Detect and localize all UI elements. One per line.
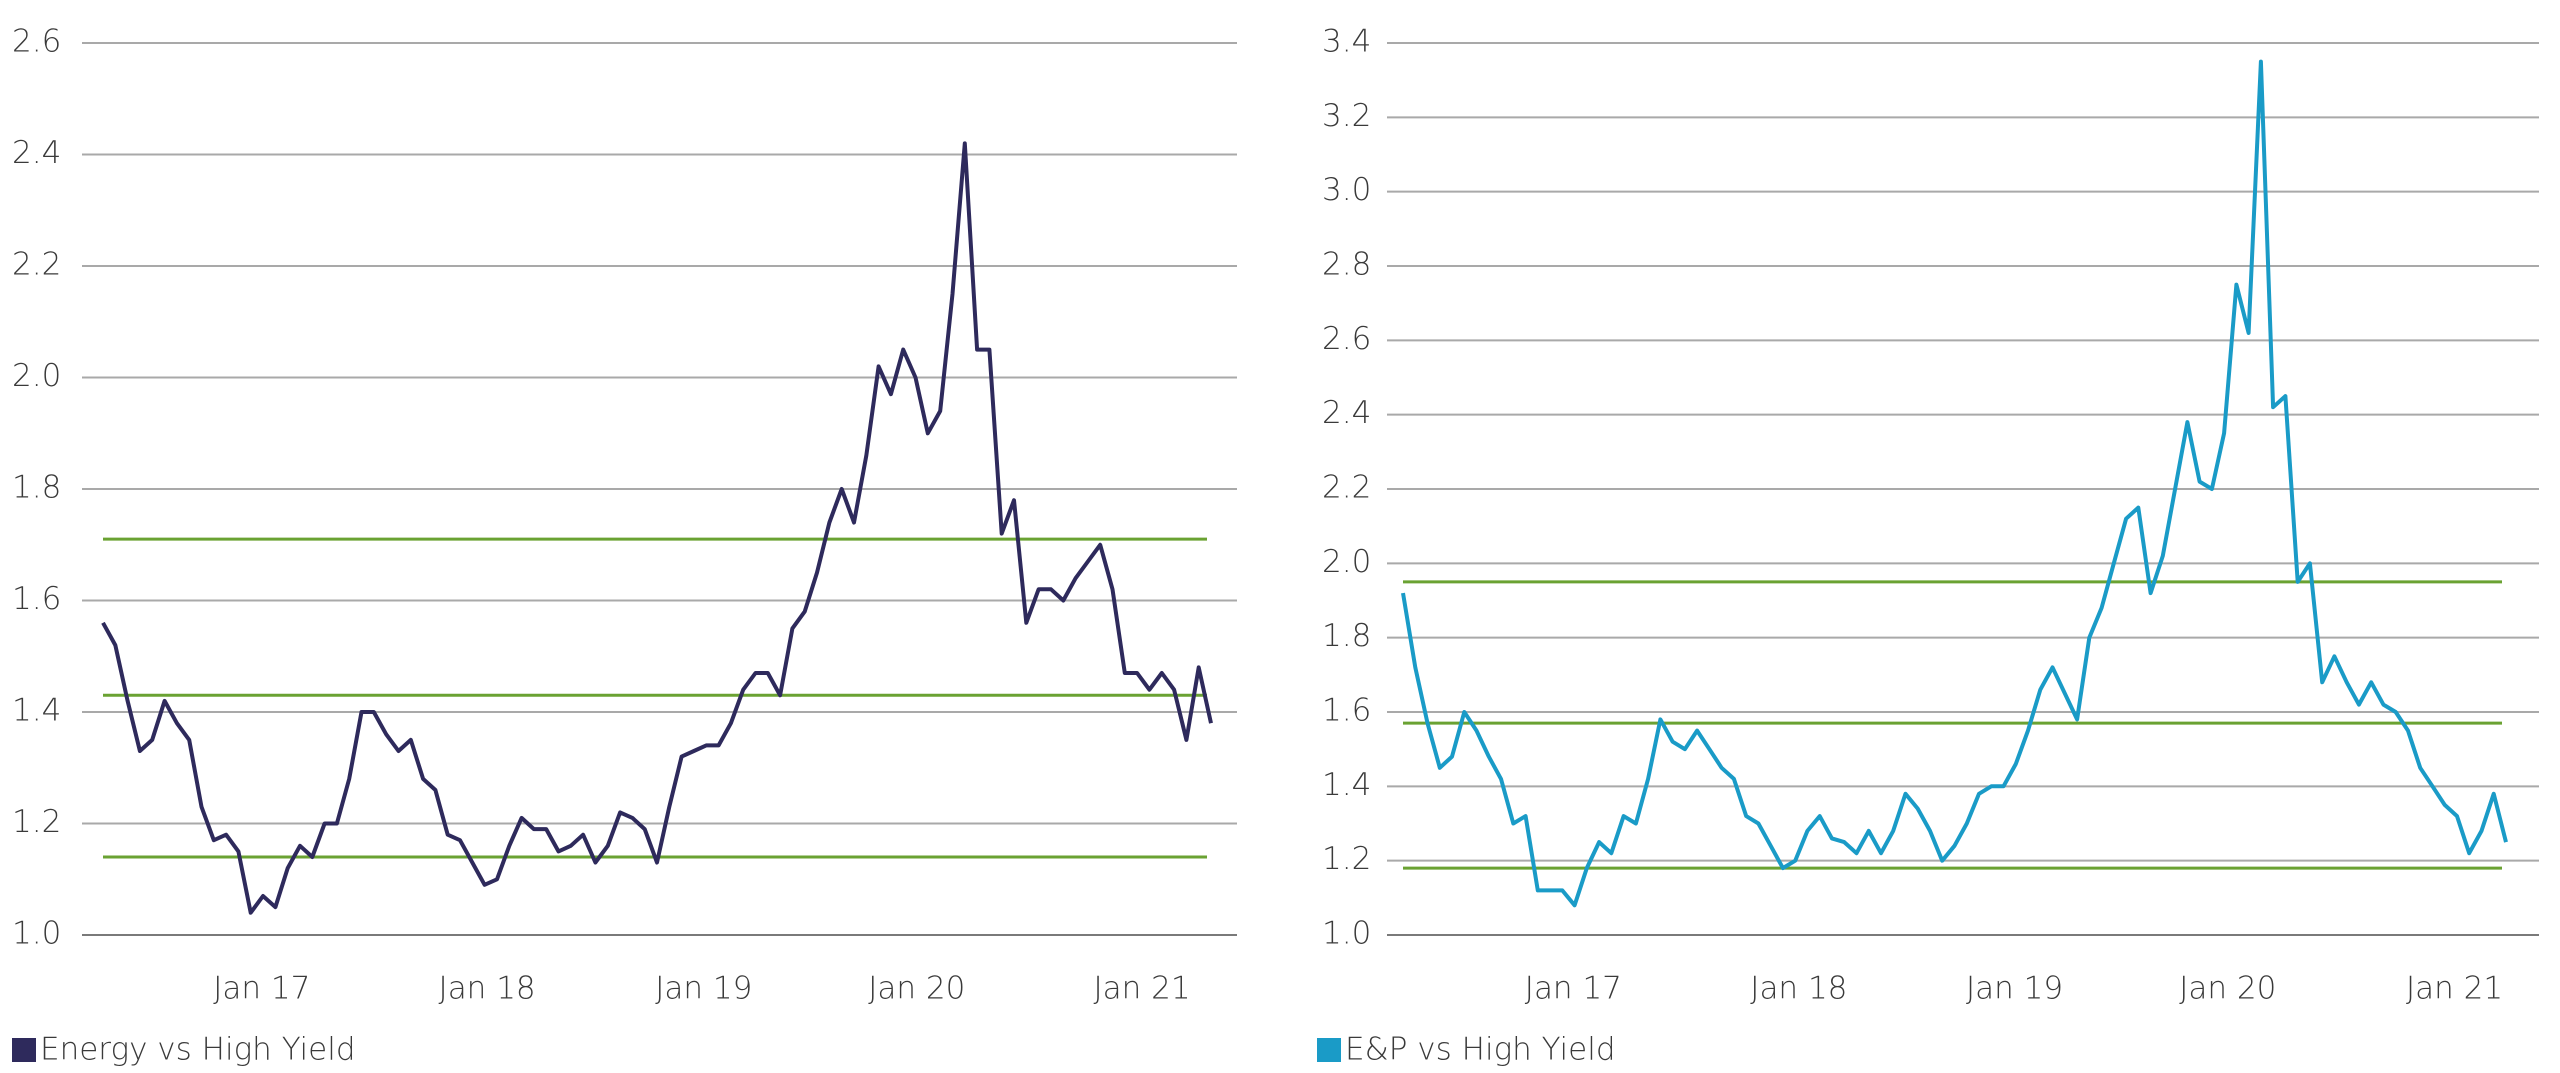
y-tick-label: 2.2: [12, 247, 61, 283]
y-tick-label: 2.2: [1322, 470, 1371, 506]
x-tick-label: Jan 17: [213, 971, 310, 1007]
x-tick-label: Jan 19: [1966, 971, 2063, 1007]
y-tick-label: 1.8: [12, 470, 61, 506]
x-tick-label: Jan 21: [1094, 971, 1191, 1007]
y-tick-label: 1.2: [1322, 841, 1371, 877]
y-tick-label: 2.6: [12, 24, 61, 60]
x-tick-label: Jan 18: [439, 971, 536, 1007]
x-tick-label: Jan 21: [2406, 971, 2503, 1007]
legend-swatch: [12, 1038, 36, 1062]
x-tick-label: Jan 20: [868, 971, 965, 1007]
x-tick-label: Jan 19: [655, 971, 752, 1007]
y-tick-label: 1.0: [1322, 916, 1371, 952]
y-tick-label: 2.4: [1322, 395, 1371, 431]
y-tick-label: 3.2: [1322, 98, 1371, 134]
data-line: [1401, 59, 2508, 908]
y-tick-label: 1.2: [12, 804, 61, 840]
y-tick-label: 2.6: [1322, 321, 1371, 357]
y-tick-label: 2.8: [1322, 247, 1371, 283]
x-tick-label: Jan 20: [2179, 971, 2276, 1007]
x-tick-label: Jan 18: [1750, 971, 1847, 1007]
y-tick-label: 1.6: [1322, 693, 1371, 729]
y-tick-label: 2.0: [12, 358, 61, 394]
y-tick-label: 3.0: [1322, 172, 1371, 208]
y-tick-label: 2.4: [12, 135, 61, 171]
y-tick-label: 1.4: [12, 693, 61, 729]
y-tick-label: 3.4: [1322, 24, 1371, 60]
x-tick-label: Jan 17: [1525, 971, 1622, 1007]
y-tick-label: 1.6: [12, 581, 61, 617]
y-tick-label: 2.0: [1322, 544, 1371, 580]
legend-swatch: [1317, 1038, 1341, 1062]
y-tick-label: 1.8: [1322, 618, 1371, 654]
y-tick-label: 1.4: [1322, 767, 1371, 803]
legend-label: Energy vs High Yield: [40, 1032, 356, 1068]
y-tick-label: 1.0: [12, 916, 61, 952]
legend-label: E&P vs High Yield: [1345, 1032, 1616, 1068]
data-line: [101, 141, 1213, 915]
